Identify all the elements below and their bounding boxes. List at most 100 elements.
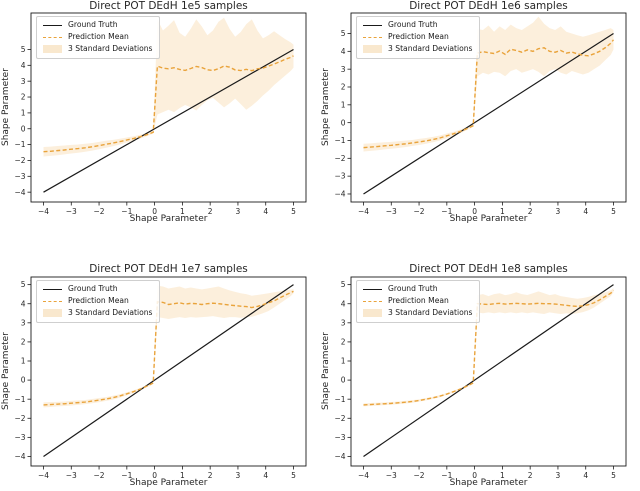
plot-title: Direct POT DEdH 1e6 samples bbox=[409, 0, 568, 12]
x-tick-label: 4 bbox=[583, 207, 588, 216]
legend-label: Ground Truth bbox=[388, 20, 438, 29]
legend-label: 3 Standard Deviations bbox=[68, 44, 153, 53]
x-tick-label: −1 bbox=[441, 207, 452, 216]
prediction-mean-line bbox=[43, 290, 294, 406]
x-axis-label: Shape Parameter bbox=[129, 478, 208, 488]
y-tick-label: −4 bbox=[334, 190, 345, 199]
ground-truth-line-swatch-icon bbox=[363, 288, 382, 290]
x-tick-label: −3 bbox=[66, 207, 77, 216]
x-tick-label: 2 bbox=[208, 471, 213, 480]
plot-title: Direct POT DEdH 1e7 samples bbox=[89, 263, 248, 275]
plot-canvas: −4 −3 −2 −1 0 1 2 3 4 5 −4 −3 −2 −1 0 1 2 3 4 5 bbox=[14, 12, 307, 216]
y-tick-label: −2 bbox=[334, 414, 345, 423]
x-tick-label: 1 bbox=[180, 471, 185, 480]
plot-area bbox=[43, 17, 294, 193]
x-tick-label: 4 bbox=[263, 471, 268, 480]
std-deviation-band bbox=[363, 288, 614, 407]
std-deviation-band bbox=[43, 285, 294, 408]
prediction-mean-line bbox=[363, 39, 615, 149]
y-tick-label: −1 bbox=[334, 136, 345, 145]
plot-area bbox=[363, 16, 615, 195]
x-tick-label: 0 bbox=[472, 207, 477, 216]
y-tick-label: 1 bbox=[341, 100, 346, 109]
std-band-swatch-icon bbox=[363, 45, 382, 53]
y-tick-label: 2 bbox=[341, 338, 346, 347]
legend-label: Prediction Mean bbox=[388, 32, 449, 41]
ground-truth-line-swatch-icon bbox=[363, 24, 382, 26]
legend-label: 3 Standard Deviations bbox=[388, 44, 473, 53]
y-tick-label: 5 bbox=[21, 280, 26, 289]
y-tick-label: 0 bbox=[21, 376, 26, 385]
plot-title: Direct POT DEdH 1e5 samples bbox=[89, 0, 248, 12]
legend-item-std-band: 3 Standard Deviations bbox=[363, 44, 472, 54]
y-tick-label: −4 bbox=[14, 188, 25, 197]
axes-spines bbox=[350, 12, 627, 203]
legend-item-ground-truth: Ground Truth bbox=[363, 284, 472, 294]
legend-item-prediction-mean: Prediction Mean bbox=[43, 296, 152, 306]
y-tick-label: −2 bbox=[334, 154, 345, 163]
legend-label: 3 Standard Deviations bbox=[68, 308, 153, 317]
x-tick-label: 3 bbox=[556, 471, 561, 480]
plot-title: Direct POT DEdH 1e8 samples bbox=[409, 263, 568, 275]
y-tick-label: 4 bbox=[21, 61, 26, 70]
legend-label: Prediction Mean bbox=[68, 296, 129, 305]
x-tick-label: 5 bbox=[611, 207, 616, 216]
std-band-swatch-icon bbox=[43, 309, 62, 317]
prediction-mean-dash-swatch-icon bbox=[43, 300, 62, 302]
axes-spines bbox=[350, 276, 627, 467]
std-band-swatch-icon bbox=[43, 45, 62, 53]
y-tick-label: 5 bbox=[341, 280, 346, 289]
x-tick-label: −3 bbox=[66, 471, 77, 480]
x-tick-label: 3 bbox=[236, 471, 241, 480]
legend: Ground Truth Prediction Mean 3 Standard … bbox=[356, 280, 481, 323]
prediction-mean-dash-swatch-icon bbox=[363, 300, 382, 302]
legend-item-prediction-mean: Prediction Mean bbox=[363, 32, 472, 42]
x-tick-label: 3 bbox=[236, 207, 241, 216]
y-tick-label: 1 bbox=[21, 108, 26, 117]
legend: Ground Truth Prediction Mean 3 Standard … bbox=[356, 16, 481, 59]
ground-truth-line bbox=[43, 284, 294, 457]
ground-truth-line-swatch-icon bbox=[43, 24, 62, 26]
x-tick-label: 1 bbox=[500, 207, 505, 216]
legend: Ground Truth Prediction Mean 3 Standard … bbox=[36, 280, 161, 323]
prediction-mean-dash-swatch-icon bbox=[363, 36, 382, 38]
plot-canvas: −4 −3 −2 −1 0 1 2 3 4 5 −4 −3 −2 −1 0 1 2 3 4 5 bbox=[14, 276, 307, 480]
y-tick-label: 2 bbox=[21, 338, 26, 347]
legend-item-ground-truth: Ground Truth bbox=[43, 284, 152, 294]
x-tick-label: 1 bbox=[180, 207, 185, 216]
x-tick-label: −2 bbox=[94, 471, 105, 480]
y-tick-label: −3 bbox=[14, 433, 25, 442]
y-tick-label: 0 bbox=[341, 376, 346, 385]
legend-label: Ground Truth bbox=[388, 284, 438, 293]
y-tick-label: 3 bbox=[21, 77, 26, 86]
std-deviation-band bbox=[43, 17, 294, 157]
prediction-mean-dash-swatch-icon bbox=[43, 36, 62, 38]
x-tick-label: 5 bbox=[611, 471, 616, 480]
plot-canvas: −4 −3 −2 −1 0 1 2 3 4 5 −4 −3 −2 −1 0 1 2 3 4 5 bbox=[334, 12, 627, 216]
x-tick-label: 2 bbox=[528, 207, 533, 216]
x-tick-label: 2 bbox=[528, 471, 533, 480]
x-tick-label: 2 bbox=[208, 207, 213, 216]
y-tick-label: 4 bbox=[341, 47, 346, 56]
legend-label: Prediction Mean bbox=[68, 32, 129, 41]
legend-item-std-band: 3 Standard Deviations bbox=[43, 44, 152, 54]
ground-truth-line bbox=[363, 284, 614, 457]
prediction-mean-line bbox=[363, 289, 615, 406]
y-tick-label: 1 bbox=[341, 357, 346, 366]
x-tick-label: −4 bbox=[38, 471, 49, 480]
x-tick-label: −3 bbox=[386, 471, 397, 480]
y-tick-label: 5 bbox=[21, 45, 26, 54]
prediction-mean-line bbox=[43, 55, 294, 153]
x-tick-label: −1 bbox=[121, 471, 132, 480]
x-tick-label: 3 bbox=[556, 207, 561, 216]
x-axis-label: Shape Parameter bbox=[129, 214, 208, 224]
y-tick-label: −3 bbox=[14, 172, 25, 181]
legend-label: Ground Truth bbox=[68, 284, 118, 293]
y-tick-label: 1 bbox=[21, 357, 26, 366]
x-tick-label: −3 bbox=[386, 207, 397, 216]
legend-item-std-band: 3 Standard Deviations bbox=[363, 308, 472, 318]
legend-item-prediction-mean: Prediction Mean bbox=[43, 32, 152, 42]
x-tick-label: −1 bbox=[441, 471, 452, 480]
axes-spines bbox=[30, 12, 307, 203]
